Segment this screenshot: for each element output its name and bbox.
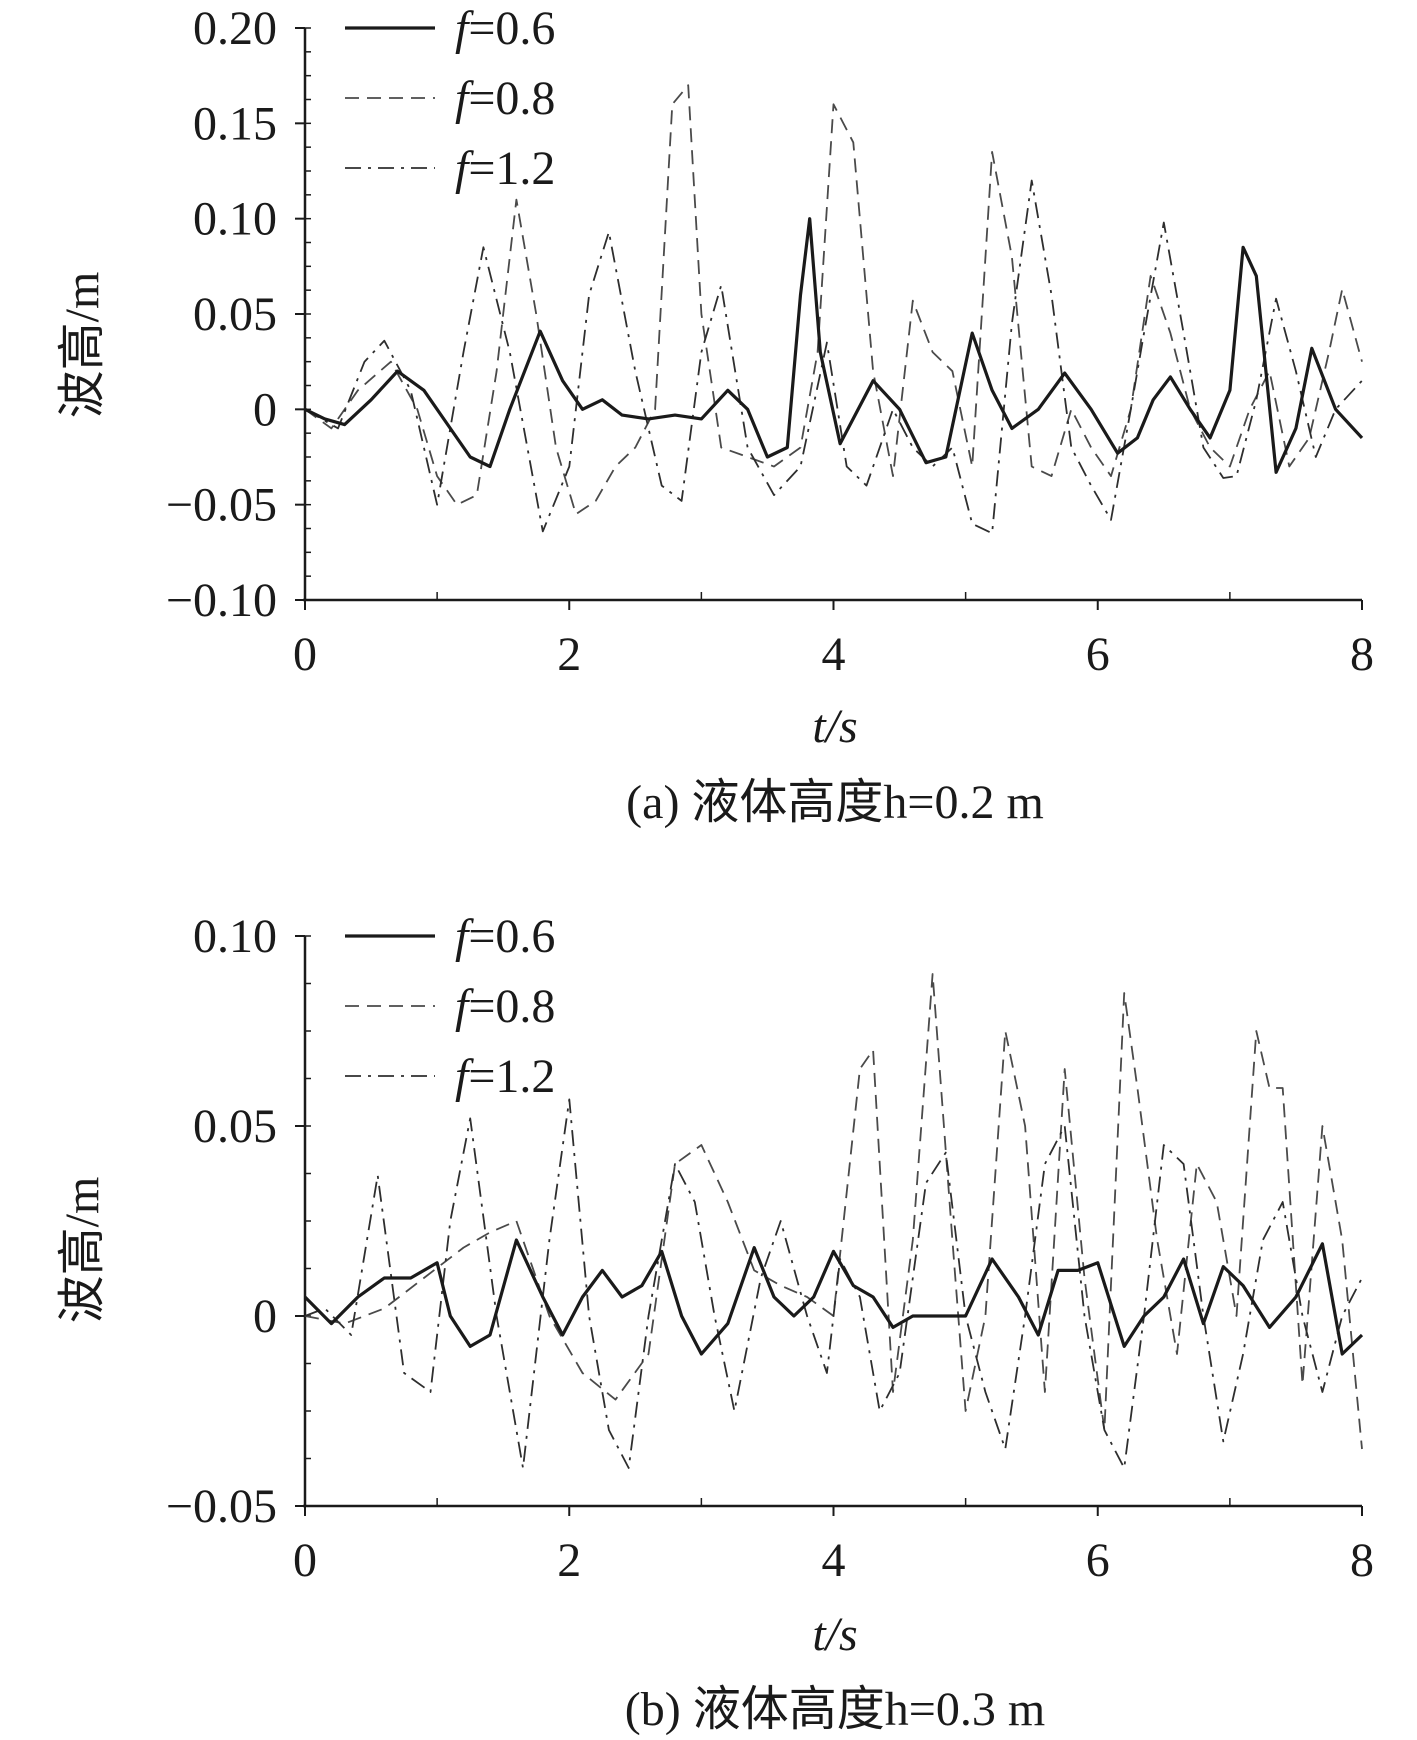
x-tick-label: 8 <box>1350 1534 1374 1587</box>
legend-b: f=0.6 f=0.8 f=1.2 <box>345 910 555 1103</box>
x-tick-label: 6 <box>1086 1534 1110 1587</box>
series-line-dashed <box>304 84 1363 516</box>
x-tick-label: 6 <box>1086 628 1110 681</box>
y-tick-label: 0.10 <box>193 193 277 246</box>
x-tick-label: 0 <box>293 1534 317 1587</box>
y-tick-label: 0.15 <box>193 97 277 150</box>
x-tick-label: 2 <box>557 1534 581 1587</box>
series-line-dashdot <box>304 179 1363 535</box>
series-layer-b <box>303 973 1364 1469</box>
legend-label: f=0.6 <box>455 2 555 55</box>
y-tick-label: 0 <box>253 383 277 436</box>
y-axis-label-b: 波高/m <box>56 1177 109 1324</box>
chart-panel-a: 0.200.150.100.050−0.05−0.100 2 4 6 8 f=0.6f=… <box>56 2 1374 829</box>
y-tick-label: −0.10 <box>166 574 277 627</box>
y-tick-label: 0.05 <box>193 288 277 341</box>
series-line-dashdot <box>304 1098 1363 1469</box>
legend-label: f=1.2 <box>455 1050 555 1103</box>
y-tick-label: 0 <box>253 1290 277 1343</box>
x-tick-label: 2 <box>557 628 581 681</box>
x-tick-label: 4 <box>822 628 846 681</box>
legend-label: f=0.6 <box>455 910 555 963</box>
x-axis-label-a: t/s <box>812 700 857 753</box>
series-line-dashed <box>304 973 1363 1450</box>
legend-label: f=0.8 <box>455 980 555 1033</box>
x-tick-label: 0 <box>293 628 317 681</box>
axes-b: 0.10 0.05 0 −0.05 0 2 4 6 8 <box>166 910 1374 1587</box>
series-layer-a <box>304 84 1364 535</box>
x-axis-label-b: t/s <box>812 1608 857 1661</box>
y-tick-label: 0.10 <box>193 910 277 963</box>
legend-label: f=0.8 <box>455 72 555 125</box>
legend-label: f=1.2 <box>455 142 555 195</box>
x-tick-label: 8 <box>1350 628 1374 681</box>
y-tick-label: 0.20 <box>193 2 277 55</box>
axes-a: 0.20 0.15 0.10 0.05 0 −0.05 −0.10 0 2 4 6 8 <box>166 2 1374 681</box>
y-axis-label-a: 波高/m <box>56 272 109 419</box>
series-line-solid <box>303 1238 1364 1356</box>
y-tick-label: −0.05 <box>166 1480 277 1533</box>
legend-a: f=0.6 f=0.8 f=1.2 <box>345 2 555 195</box>
panel-caption-a: (a) 液体高度h=0.2 m <box>626 776 1044 829</box>
series-line-solid <box>304 217 1364 474</box>
x-tick-label: 4 <box>822 1534 846 1587</box>
y-tick-label: −0.05 <box>166 479 277 532</box>
chart-panel-b: 0.100.050−0.050 2 4 6 8 f=0.6f=0.8f=1.2 t/s … <box>56 910 1374 1736</box>
y-tick-label: 0.05 <box>193 1100 277 1153</box>
panel-caption-b: (b) 液体高度h=0.3 m <box>625 1683 1045 1736</box>
